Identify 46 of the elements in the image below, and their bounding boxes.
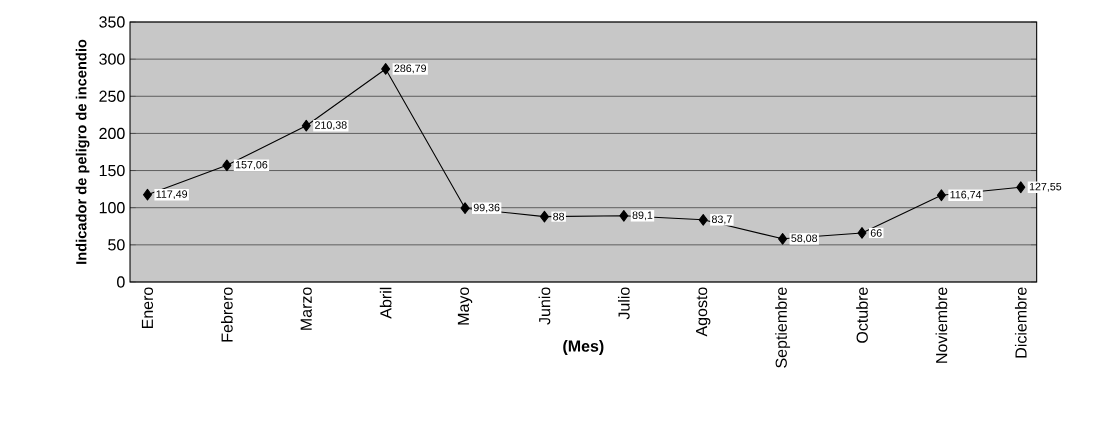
x-tick-label: Octubre <box>856 287 868 343</box>
point <box>222 159 232 172</box>
x-tick-label: Noviembre <box>935 287 948 363</box>
point <box>619 209 629 222</box>
x-tick-label: Agosto <box>696 287 711 337</box>
point <box>381 63 391 75</box>
point <box>698 213 708 226</box>
data-label: 210,38 <box>315 121 347 131</box>
x-tick-label: Febrero <box>221 287 233 342</box>
x-tick-label: Mayo <box>457 287 473 325</box>
x-axis-title: (Mes) <box>563 340 604 355</box>
point <box>539 210 549 223</box>
x-tick-label: Enero <box>141 287 154 329</box>
y-tick-label: 250 <box>99 90 125 102</box>
data-label: 88 <box>553 212 565 221</box>
data-label: 116,74 <box>950 190 982 200</box>
data-label: 117,49 <box>156 190 188 200</box>
point <box>460 202 470 215</box>
y-tick-label: 150 <box>99 164 125 177</box>
y-axis-title: Indicador de peligro de incendio <box>75 39 90 264</box>
data-label: 89,1 <box>632 211 653 221</box>
y-tick-label: 350 <box>99 16 125 28</box>
data-label: 66 <box>870 229 882 237</box>
data-label: 83,7 <box>711 215 732 225</box>
x-tick-label: Septiembre <box>775 287 791 368</box>
x-tick-label: Junio <box>538 287 551 325</box>
point <box>936 189 946 202</box>
y-tick-label: 50 <box>108 239 125 251</box>
x-tick-label: Marzo <box>300 287 312 330</box>
data-label: 99,36 <box>473 203 500 213</box>
point <box>142 188 153 201</box>
y-tick-label: 0 <box>117 276 125 288</box>
y-tick-label: 200 <box>99 127 125 140</box>
point <box>778 232 788 245</box>
point <box>301 119 311 132</box>
x-tick-label: Abril <box>379 287 392 319</box>
data-label: 157,06 <box>235 160 268 170</box>
data-label: 286,79 <box>394 64 427 74</box>
point <box>1016 181 1026 194</box>
x-tick-label: Diciembre <box>1014 287 1027 358</box>
y-tick-label: 300 <box>99 53 125 65</box>
data-label: 58,08 <box>791 234 818 244</box>
x-tick-label: Julio <box>617 287 630 320</box>
data-label: 127,55 <box>1029 182 1062 192</box>
y-tick-label: 100 <box>99 202 125 214</box>
point <box>857 227 867 239</box>
